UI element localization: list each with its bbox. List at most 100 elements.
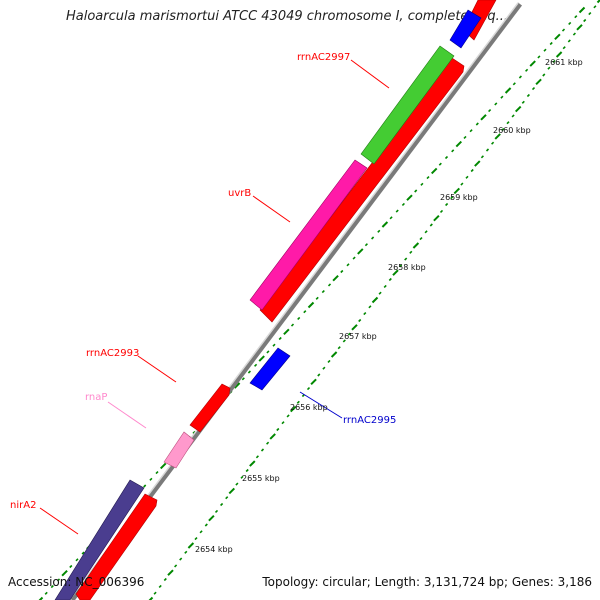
tick-mark (445, 202, 449, 207)
tick-mark (228, 487, 236, 495)
tick-mark (588, 12, 592, 16)
tick-mark (412, 242, 420, 249)
tick-mark (576, 24, 583, 31)
tick-mark (501, 127, 505, 132)
blue-feature-mid (249, 347, 291, 391)
tick-mark (167, 569, 174, 576)
tick-mark (69, 564, 73, 569)
tick-mark (574, 15, 578, 19)
tick-mark (56, 578, 61, 582)
kbp-label-2657: 2657 kbp (339, 332, 377, 341)
tick-mark (567, 39, 571, 43)
tick-mark (149, 477, 153, 481)
tick-mark (491, 141, 495, 145)
strand-red-segments (75, 0, 497, 600)
tick-mark (388, 277, 392, 282)
tick-mark (531, 87, 536, 91)
tick-mark (303, 310, 307, 314)
tick-mark (179, 557, 183, 561)
tick-mark (555, 51, 563, 58)
tick-mark (269, 433, 276, 440)
tick-mark (460, 182, 464, 186)
tick-mark (310, 378, 317, 386)
tick-mark (363, 312, 367, 316)
gene-label-uvrB[interactable]: uvrB (228, 188, 251, 199)
tick-mark (208, 514, 215, 522)
tick-mark (272, 343, 276, 347)
tick-mark (409, 250, 413, 254)
tick-mark (518, 75, 522, 79)
tick-mark (296, 400, 300, 404)
tick-mark (475, 122, 479, 126)
label-line-rrnAC2993 (137, 355, 177, 383)
tick-mark (61, 569, 68, 577)
tick-mark (506, 121, 510, 125)
tick-mark (537, 55, 541, 59)
tick-mark (163, 577, 167, 582)
label-line-nirA2 (39, 507, 79, 535)
blue-feature-top (449, 9, 482, 49)
gene-label-rrnAC2993[interactable]: rrnAC2993 (86, 348, 139, 359)
tick-mark (220, 502, 224, 507)
tick-mark (426, 176, 430, 180)
tick-mark (371, 296, 379, 304)
tick-mark (474, 160, 481, 167)
tick-mark (184, 550, 188, 554)
tick-mark (192, 430, 196, 434)
tick-mark (554, 33, 561, 41)
kbp-label-2658: 2658 kbp (388, 263, 426, 272)
tick-mark (439, 209, 444, 213)
tick-mark (377, 229, 381, 233)
tick-mark (346, 263, 350, 267)
red-cds-lower (75, 493, 158, 600)
tick-mark (159, 462, 167, 470)
tick-mark (395, 209, 399, 213)
kbp-label-2655: 2655 kbp (242, 474, 280, 483)
tick-mark (424, 230, 428, 234)
tick-mark (453, 187, 461, 195)
tick-mark (371, 236, 375, 240)
tick-mark (368, 305, 372, 309)
gene-label-rrnAC2995[interactable]: rrnAC2995 (343, 415, 396, 426)
tick-mark (337, 346, 341, 350)
red-cds-mid (189, 383, 231, 433)
gene-label-rnaP[interactable]: rnaP (85, 392, 107, 403)
tick-mark (266, 441, 270, 445)
kbp-label-2661: 2661 kbp (545, 58, 583, 67)
accession-text: Accession: NC_006396 (8, 575, 145, 589)
tick-mark (389, 216, 393, 220)
tick-mark (297, 316, 301, 320)
tick-mark (514, 105, 522, 113)
tick-mark (315, 296, 319, 300)
tick-mark (526, 93, 530, 98)
gene-label-rrnAC2997[interactable]: rrnAC2997 (297, 52, 350, 63)
inner-tick-rail (148, 0, 600, 600)
tick-mark (245, 468, 249, 473)
tick-mark (494, 102, 498, 106)
tick-mark (255, 455, 259, 459)
kbp-label-2654: 2654 kbp (195, 545, 233, 554)
tick-mark (562, 46, 566, 50)
red-cds-uvrb-region (259, 57, 465, 323)
tick-mark (381, 221, 389, 228)
tick-mark (529, 60, 536, 67)
tick-mark (430, 167, 438, 175)
tick-mark (199, 530, 203, 534)
label-line-rrnAC2997 (350, 59, 390, 89)
tick-mark (433, 214, 440, 222)
tick-mark (286, 414, 290, 418)
tick-mark (535, 78, 542, 86)
tick-mark (241, 377, 245, 381)
tick-mark (552, 59, 556, 63)
uvrb-feature (249, 159, 368, 311)
label-line-uvrB (252, 195, 291, 223)
tick-mark (204, 523, 208, 527)
tick-mark (504, 87, 512, 94)
tick-mark (404, 257, 408, 261)
tick-mark (455, 140, 463, 148)
gene-label-nirA2[interactable]: nirA2 (10, 500, 36, 511)
tick-mark (593, 5, 597, 9)
tick-mark (463, 135, 467, 139)
tick-mark (283, 328, 290, 336)
